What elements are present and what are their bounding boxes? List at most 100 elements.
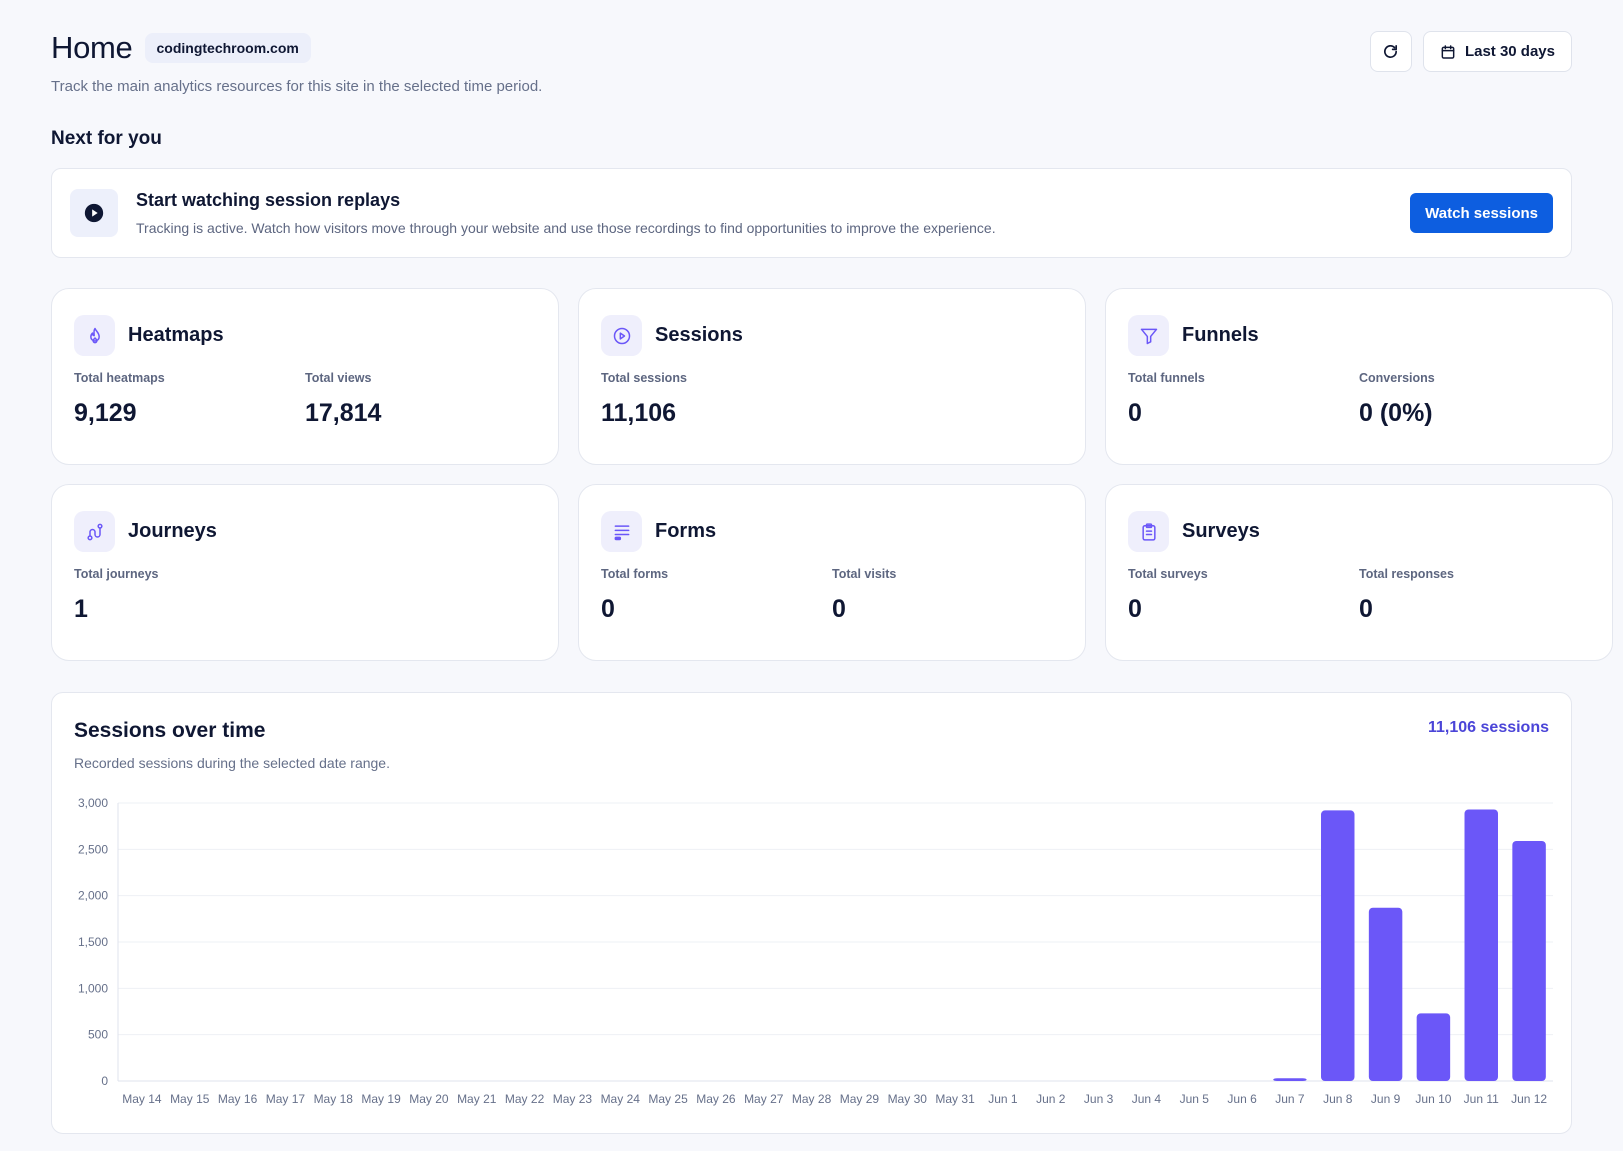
chart-bar xyxy=(1321,810,1355,1081)
x-tick-label: May 28 xyxy=(792,1092,832,1106)
next-description: Tracking is active. Watch how visitors m… xyxy=(136,220,996,236)
stat-label: Total sessions xyxy=(601,371,687,385)
x-tick-label: Jun 6 xyxy=(1227,1092,1257,1106)
x-tick-label: Jun 9 xyxy=(1371,1092,1401,1106)
stat-value: 0 (0%) xyxy=(1359,399,1433,427)
next-card: Start watching session replays Tracking … xyxy=(51,168,1572,258)
stat-label: Total surveys xyxy=(1128,567,1208,581)
x-tick-label: Jun 3 xyxy=(1084,1092,1114,1106)
x-tick-label: May 17 xyxy=(266,1092,306,1106)
stat-value: 0 xyxy=(601,595,615,623)
card-title: Journeys xyxy=(128,520,217,542)
x-tick-label: May 16 xyxy=(218,1092,258,1106)
x-tick-label: May 27 xyxy=(744,1092,784,1106)
x-tick-label: Jun 8 xyxy=(1323,1092,1353,1106)
x-tick-label: May 19 xyxy=(361,1092,401,1106)
play-icon xyxy=(70,189,118,237)
x-tick-label: May 24 xyxy=(601,1092,641,1106)
refresh-icon xyxy=(1384,44,1398,58)
stat-label: Total responses xyxy=(1359,567,1454,581)
sessions-chart-card: 0 500 1,000 1,500 2,000 2,500 3,000 May 14 May 1… xyxy=(51,692,1572,1134)
y-tick-label: 500 xyxy=(88,1028,108,1042)
calendar-icon xyxy=(1441,44,1455,59)
x-tick-label: May 30 xyxy=(888,1092,928,1106)
date-range-label: Last 30 days xyxy=(1464,43,1555,60)
stat-label: Total journeys xyxy=(74,567,159,581)
x-tick-label: May 21 xyxy=(457,1092,497,1106)
stat-label: Conversions xyxy=(1359,371,1435,385)
x-tick-label: May 25 xyxy=(648,1092,688,1106)
card-title: Funnels xyxy=(1182,324,1259,346)
x-tick-label: May 14 xyxy=(122,1092,162,1106)
journeys-card[interactable]: Journeys Total journeys 1 xyxy=(51,484,559,661)
x-tick-label: May 23 xyxy=(553,1092,593,1106)
stat-value: 9,129 xyxy=(74,399,137,427)
chart-bar xyxy=(1368,907,1403,1081)
forms-card[interactable]: Forms Total forms 0 Total visits 0 xyxy=(578,484,1086,661)
x-tick-label: May 22 xyxy=(505,1092,545,1106)
route-icon xyxy=(74,511,115,552)
funnels-card[interactable]: Funnels Total funnels 0 Conversions 0 (0… xyxy=(1105,288,1613,465)
play-circle-icon xyxy=(601,315,642,356)
card-title: Surveys xyxy=(1182,520,1260,542)
y-tick-label: 3,000 xyxy=(78,796,108,810)
clipboard-icon xyxy=(1128,511,1169,552)
chart-bar xyxy=(1464,809,1498,1081)
site-badge: codingtechroom.com xyxy=(144,33,311,63)
sessions-card[interactable]: Sessions Total sessions 11,106 xyxy=(578,288,1086,465)
x-tick-label: Jun 10 xyxy=(1415,1092,1451,1106)
stat-value: 0 xyxy=(832,595,846,623)
chart-title: Sessions over time xyxy=(74,719,266,742)
y-tick-label: 1,000 xyxy=(78,981,108,995)
flame-icon xyxy=(74,315,115,356)
x-tick-label: May 20 xyxy=(409,1092,449,1106)
form-icon xyxy=(601,511,642,552)
chart-subtitle: Recorded sessions during the selected da… xyxy=(74,755,390,771)
x-tick-label: May 15 xyxy=(170,1092,210,1106)
card-title: Heatmaps xyxy=(128,324,224,346)
card-title: Sessions xyxy=(655,324,743,346)
y-tick-label: 1,500 xyxy=(78,935,108,949)
stat-label: Total heatmaps xyxy=(74,371,165,385)
x-tick-label: Jun 5 xyxy=(1180,1092,1210,1106)
card-title: Forms xyxy=(655,520,717,542)
page-header: Home codingtechroom.com Track the main a… xyxy=(51,30,1572,100)
y-tick-label: 2,500 xyxy=(78,842,108,856)
stat-value: 11,106 xyxy=(601,399,677,427)
stat-label: Total funnels xyxy=(1128,371,1205,385)
x-tick-label: Jun 11 xyxy=(1464,1092,1499,1106)
refresh-button[interactable] xyxy=(1369,31,1412,72)
x-tick-label: Jun 4 xyxy=(1132,1092,1162,1106)
stat-value: 17,814 xyxy=(305,399,382,427)
x-tick-label: May 29 xyxy=(840,1092,880,1106)
x-tick-label: Jun 1 xyxy=(988,1092,1018,1106)
stat-label: Total forms xyxy=(601,567,669,581)
x-tick-label: Jun 2 xyxy=(1036,1092,1066,1106)
stat-label: Total views xyxy=(305,371,372,385)
chart-bar xyxy=(1512,840,1546,1081)
chart-total-sessions: 11,106 sessions xyxy=(1428,719,1549,736)
chart-bar xyxy=(1416,1013,1451,1081)
x-tick-label: May 31 xyxy=(935,1092,975,1106)
stat-value: 0 xyxy=(1128,595,1142,623)
sessions-bar-chart: 0 500 1,000 1,500 2,000 2,500 3,000 May 14 May 1… xyxy=(78,796,1553,1106)
watch-sessions-button[interactable]: Watch sessions xyxy=(1410,193,1553,233)
chart-bar xyxy=(1273,1078,1307,1081)
y-tick-label: 0 xyxy=(101,1074,108,1088)
y-tick-label: 2,000 xyxy=(78,889,108,903)
x-tick-label: Jun 12 xyxy=(1511,1092,1547,1106)
date-range-button[interactable]: Last 30 days xyxy=(1422,31,1572,72)
page-title: Home xyxy=(51,30,133,65)
stat-label: Total visits xyxy=(832,567,897,581)
stat-value: 1 xyxy=(74,595,88,623)
next-title: Start watching session replays xyxy=(136,190,401,210)
x-tick-label: May 26 xyxy=(696,1092,736,1106)
heatmaps-card[interactable]: Heatmaps Total heatmaps 9,129 Total view… xyxy=(51,288,559,465)
x-tick-label: May 18 xyxy=(314,1092,354,1106)
stat-value: 0 xyxy=(1128,399,1142,427)
page-subtitle: Track the main analytics resources for t… xyxy=(51,78,543,95)
surveys-card[interactable]: Surveys Total surveys 0 Total responses … xyxy=(1105,484,1613,661)
next-for-you-title: Next for you xyxy=(51,128,162,149)
stat-value: 0 xyxy=(1359,595,1373,623)
